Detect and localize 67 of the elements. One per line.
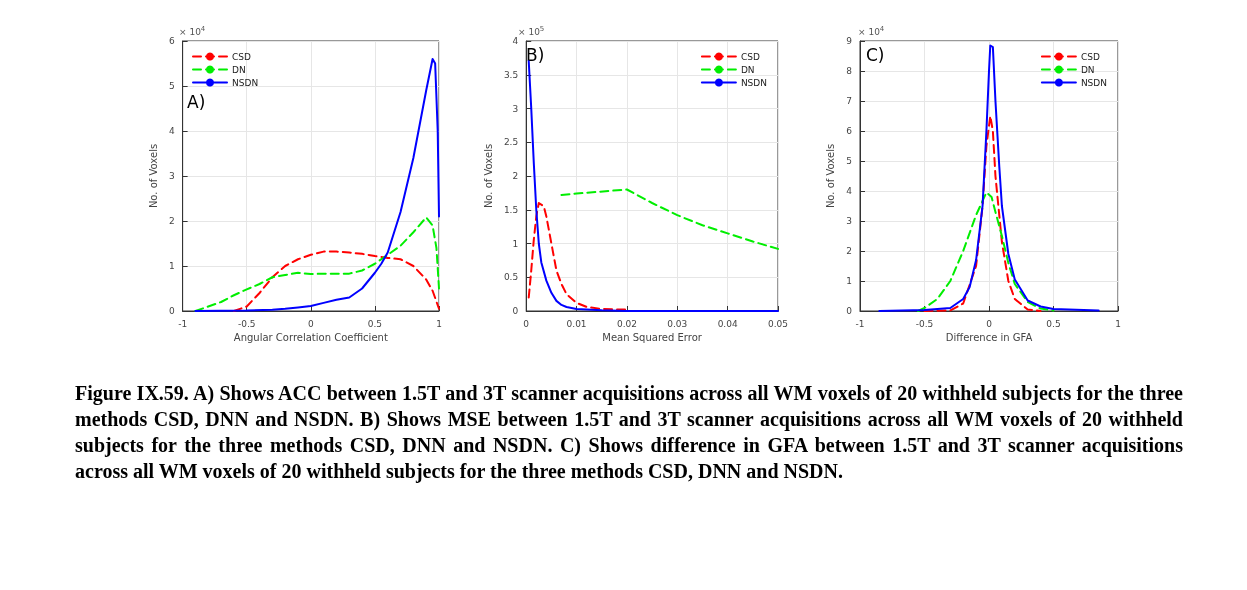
legend-label: CSD: [232, 51, 251, 62]
y-tick-label: 3: [168, 171, 175, 181]
annotation: C): [866, 44, 885, 65]
x-tick-label: 0.05: [767, 318, 789, 329]
x-axis-title: Angular Correlation Coefficient: [233, 332, 388, 344]
legend-label: NSDN: [1080, 77, 1107, 88]
y-tick-label: 6: [168, 36, 175, 46]
x-tick-label: -1: [855, 318, 865, 329]
x-axis-title: Mean Squared Error: [602, 332, 703, 344]
x-tick-label: 0: [523, 318, 530, 329]
annotation: B): [526, 44, 545, 65]
legend-label: DN: [740, 64, 755, 75]
x-tick-label: -0.5: [237, 318, 256, 329]
y-tick-label: 2: [846, 246, 852, 256]
legend-label: NSDN: [740, 77, 767, 88]
text: Figure IX.59. A) Shows ACC between 1.5T and 3T scanner acquisitions across all WM voxels of 20 withheld subjects for the three methods CSD, DNN and NSDN. B) Shows MSE between 1.5T and 3T scanner acquisitions across all WM voxels of 20 withheld subjects for the three methods CSD, DNN and NSDN. C) Shows difference in GFA between 1.5T and 3T scanner acquisitions across all WM voxels of 20 withheld subjects for the three methods CSD, DNN and NSDN.: [75, 381, 1183, 484]
line-series: [917, 191, 1055, 312]
y-axis-title: No. of Voxels: [482, 143, 494, 209]
y-tick-label: 3.5: [503, 69, 519, 80]
y-axis-title: No. of Voxels: [824, 143, 836, 209]
y-tick-label: 4: [168, 126, 175, 136]
x-tick-label: 1: [436, 318, 442, 329]
x-tick-label: -0.5: [915, 318, 934, 329]
legend-label: CSD: [1080, 51, 1100, 62]
y-tick-label: 1: [512, 238, 519, 249]
y-tick-label: 7: [846, 96, 852, 106]
line-series: [560, 188, 779, 250]
y-tick-label: 2: [512, 171, 519, 181]
y-tick-label: 1: [846, 276, 852, 286]
y-tick-label: 0: [168, 306, 175, 316]
y-tick-label: 4: [512, 36, 519, 46]
y-tick-label: 1.5: [503, 204, 519, 215]
y-axis-title: No. of Voxels: [147, 143, 159, 209]
y-tick-label: 2.5: [503, 137, 519, 148]
y-tick-label: 3: [512, 103, 519, 114]
legend-label: DN: [1080, 64, 1095, 75]
line-series: [527, 202, 628, 311]
annotation: A): [187, 91, 206, 112]
x-tick-label: -1: [178, 318, 188, 329]
x-tick-label: 0.04: [717, 318, 738, 329]
x-tick-label: 0: [986, 318, 993, 329]
y-tick-label: 5: [168, 81, 175, 91]
y-tick-label: 3: [846, 216, 852, 226]
x-tick-label: 0: [307, 318, 314, 329]
x-axis-title: Difference in GFA: [945, 332, 1033, 344]
legend-label: CSD: [740, 51, 760, 62]
y-tick-label: 8: [846, 66, 853, 76]
legend-label: NSDN: [232, 77, 259, 88]
x-tick-label: 0.02: [616, 318, 637, 329]
line-series: [923, 115, 1042, 312]
y-tick-label: 4: [846, 186, 853, 196]
y-tick-label: 6: [846, 126, 853, 136]
x-tick-label: 0.5: [367, 318, 383, 329]
x-tick-label: 0.5: [1046, 318, 1061, 329]
y-tick-label: 1: [168, 261, 175, 271]
y-tick-label: 2: [168, 216, 175, 226]
y-tick-label: 9: [846, 36, 853, 46]
y-tick-label: 5: [846, 156, 852, 166]
line-series: [232, 250, 440, 312]
y-tick-label: 0: [512, 306, 519, 316]
x-tick-label: 0.01: [566, 318, 587, 329]
legend-label: DN: [232, 64, 246, 75]
y-tick-label: 0: [846, 306, 853, 316]
x-tick-label: 0.03: [667, 318, 688, 329]
x-tick-label: 1: [1115, 318, 1121, 329]
line-series: [194, 216, 440, 312]
y-tick-label: 0.5: [503, 272, 519, 283]
